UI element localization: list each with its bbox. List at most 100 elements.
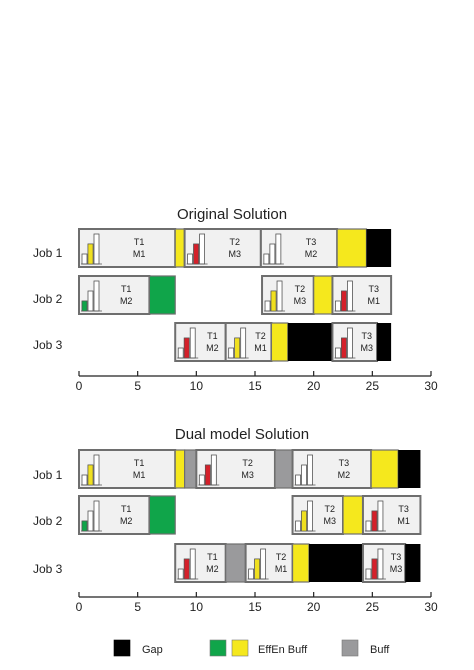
chart-dual-model: Dual model Solution Job 1 Job 2 Job 3 T1… <box>33 426 438 614</box>
machine-label: M3 <box>324 516 337 526</box>
mini-highlight-bar <box>87 243 94 265</box>
mini-highlight-bar <box>87 464 94 486</box>
chart-original: Original Solution Job 1 Job 2 Job 3 T1M1… <box>33 206 438 393</box>
machine-label: M2 <box>120 296 133 306</box>
gap-block <box>377 323 392 361</box>
mini-highlight-bar <box>234 337 240 359</box>
task-label: T1 <box>134 458 145 468</box>
tick-label: 15 <box>248 379 262 393</box>
machine-label: M3 <box>390 564 403 574</box>
gap-block <box>308 544 363 582</box>
mini-highlight-bar <box>301 510 307 532</box>
task-label: T1 <box>207 552 218 562</box>
mini-bar <box>248 568 255 580</box>
mini-bar <box>177 568 184 580</box>
tick-label: 5 <box>134 600 141 614</box>
mini-bar <box>199 233 206 265</box>
mini-bar <box>365 568 372 580</box>
effen-yellow-block <box>336 228 368 268</box>
effen-yellow-block <box>313 275 334 315</box>
mini-highlight-bar <box>270 290 277 312</box>
mini-highlight-bar <box>193 243 199 265</box>
tick-label: 10 <box>190 379 204 393</box>
job-label: Job 1 <box>33 468 63 482</box>
mini-bar <box>187 253 194 265</box>
machine-label: M1 <box>254 343 267 353</box>
mini-highlight-bar <box>254 558 260 580</box>
gap-block <box>398 450 421 488</box>
mini-bar <box>377 500 384 532</box>
effen-yellow-block <box>342 495 364 535</box>
tick-label: 0 <box>76 600 83 614</box>
mini-bar <box>335 300 341 312</box>
mini-bar <box>301 464 307 486</box>
mini-bar <box>264 300 271 312</box>
legend: Gap EffEn Buff Buff <box>113 639 390 657</box>
task-label: T3 <box>339 458 350 468</box>
mini-highlight-bar <box>183 337 190 359</box>
mini-highlight-bar <box>371 510 378 532</box>
effen-green-block <box>148 495 176 535</box>
task-label: T2 <box>229 237 240 247</box>
mini-bar <box>93 500 100 532</box>
mini-bar <box>307 500 313 532</box>
mini-highlight-bar <box>183 558 190 580</box>
machine-label: M3 <box>228 249 241 259</box>
mini-bar <box>263 253 270 265</box>
job-label: Job 3 <box>33 338 63 352</box>
mini-bar <box>240 327 247 359</box>
job-label: Job 2 <box>33 514 63 528</box>
mini-bar <box>228 347 235 359</box>
machine-label: M1 <box>397 516 410 526</box>
mini-bar <box>93 233 100 265</box>
mini-highlight-bar <box>81 520 88 532</box>
task-label: T3 <box>369 284 380 294</box>
legend-swatch <box>341 639 359 657</box>
legend-label: Buff <box>370 644 390 656</box>
job-label: Job 3 <box>33 562 63 576</box>
tick-label: 15 <box>248 600 262 614</box>
tick-label: 25 <box>366 600 380 614</box>
task-label: T1 <box>121 284 132 294</box>
task-label: T1 <box>134 237 145 247</box>
chart-title: Dual model Solution <box>175 426 309 443</box>
task-label: T2 <box>276 552 287 562</box>
tick-label: 30 <box>424 600 438 614</box>
buff-block <box>274 449 294 489</box>
gap-block <box>366 229 392 267</box>
machine-label: M2 <box>206 343 219 353</box>
chart-title: Original Solution <box>177 206 287 223</box>
mini-highlight-bar <box>371 558 378 580</box>
legend-swatch <box>231 639 249 657</box>
legend-label: Gap <box>142 644 163 656</box>
mini-bar <box>275 233 282 265</box>
machine-label: M1 <box>133 470 146 480</box>
mini-bar <box>93 280 100 312</box>
mini-bar <box>295 520 301 532</box>
mini-highlight-bar <box>205 464 211 486</box>
mini-bar <box>347 327 353 359</box>
legend-item: EffEn Buff <box>209 639 308 657</box>
task-label: T3 <box>398 504 409 514</box>
machine-label: M1 <box>133 249 146 259</box>
effen-yellow-block <box>174 228 186 268</box>
machine-label: M2 <box>206 564 219 574</box>
mini-bar <box>377 548 384 580</box>
mini-bar <box>260 548 267 580</box>
task-label: T3 <box>361 331 372 341</box>
mini-bar <box>335 347 341 359</box>
task-label: T2 <box>295 284 306 294</box>
tick-label: 30 <box>424 379 438 393</box>
legend-label: EffEn Buff <box>258 644 308 656</box>
legend-swatch <box>113 639 131 657</box>
